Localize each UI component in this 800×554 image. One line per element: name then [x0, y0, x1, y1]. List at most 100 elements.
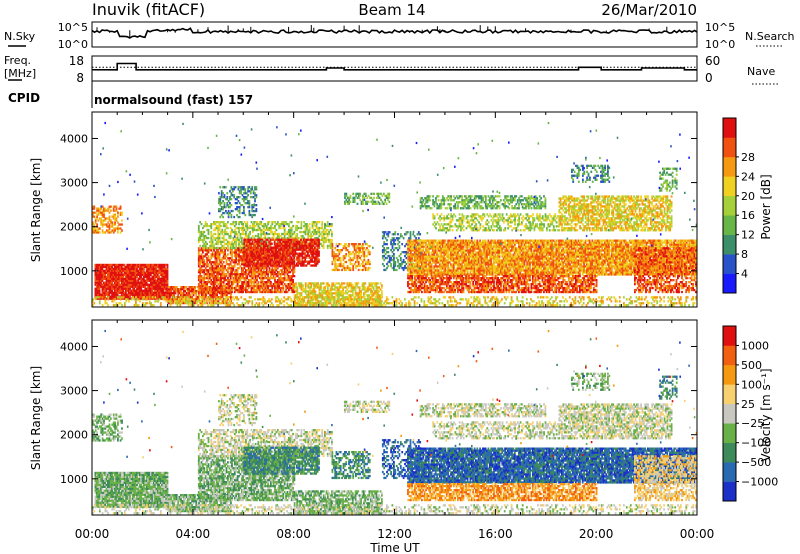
echo-cell [315, 232, 318, 236]
echo-cell [171, 286, 174, 289]
echo-cell [231, 273, 233, 276]
echo-cell [268, 240, 270, 243]
echo-cell [147, 293, 149, 296]
echo-cell [227, 249, 229, 252]
echo-cell [247, 286, 250, 290]
echo-cell [210, 240, 213, 244]
echo-cell [260, 244, 263, 248]
echo-cell [262, 246, 265, 249]
echo-cell [132, 277, 134, 280]
echo-cell [271, 284, 274, 288]
echo-cell [289, 244, 291, 247]
echo-cell [288, 230, 290, 234]
echo-cell [300, 288, 303, 291]
echo-cell [150, 285, 152, 288]
echo-cell [120, 291, 123, 294]
echo-cell [107, 217, 110, 220]
echo-cell [270, 283, 272, 286]
echo-cell [222, 230, 225, 234]
echo-cell [150, 277, 152, 280]
echo-cell [101, 279, 104, 282]
echo-cell [247, 262, 250, 265]
echo-cell [207, 279, 210, 282]
echo-cell [118, 285, 120, 288]
echo-cell [331, 298, 333, 301]
echo-cell [269, 252, 272, 255]
echo-cell [251, 188, 254, 191]
echo-cell [213, 271, 215, 274]
echo-cell [215, 265, 218, 268]
echo-cell [236, 238, 239, 242]
echo-cell [264, 284, 267, 288]
echo-cell [359, 243, 361, 246]
echo-cell [113, 293, 116, 296]
echo-cell [220, 251, 222, 254]
echo-cell [126, 263, 129, 267]
echo-cell [119, 289, 122, 292]
echo-cell [260, 279, 263, 282]
echo-cell [218, 259, 221, 262]
echo-cell [302, 284, 304, 287]
echo-cell [276, 267, 279, 270]
echo-cell [138, 293, 141, 296]
echo-cell [199, 236, 202, 240]
echo-cell [202, 255, 204, 258]
echo-cell [271, 232, 274, 236]
echo-cell [268, 260, 270, 263]
echo-cell [165, 295, 167, 298]
echo-cell [98, 267, 101, 270]
echo-cell [290, 238, 293, 241]
echo-cell [318, 246, 320, 249]
echo-cell [288, 279, 290, 282]
echo-cell [143, 269, 145, 272]
echo-cell [114, 227, 116, 230]
echo-cell [163, 287, 166, 290]
echo-cell [247, 271, 250, 274]
echo-cell [120, 287, 123, 290]
echo-cell [267, 223, 269, 226]
echo-cell [322, 288, 325, 291]
echo-cell [247, 260, 250, 263]
echo-cell [218, 232, 221, 236]
echo-cell [326, 224, 329, 228]
echo-cell [315, 264, 318, 267]
echo-cell [325, 296, 328, 299]
echo-cell [214, 294, 217, 297]
echo-cell [217, 271, 220, 274]
echo-cell [296, 292, 299, 295]
echo-cell [220, 221, 222, 224]
echo-cell [311, 240, 313, 243]
echo-cell [225, 232, 228, 236]
echo-cell [113, 283, 116, 286]
echo-cell [221, 240, 224, 244]
echo-cell [151, 293, 154, 296]
echo-cell [243, 256, 246, 259]
echo-cell [156, 277, 159, 280]
echo-cell [98, 285, 101, 288]
echo-cell [286, 258, 288, 261]
echo-cell [285, 288, 287, 292]
echo-cell [271, 246, 273, 249]
echo-cell [274, 230, 276, 234]
echo-cell [291, 264, 294, 267]
echo-cell [218, 226, 221, 230]
echo-cell [223, 202, 226, 205]
echo-cell [134, 275, 137, 278]
echo-cell [301, 264, 304, 267]
echo-cell [132, 289, 134, 292]
echo-cell [251, 288, 254, 292]
echo-cell [240, 286, 243, 290]
echo-cell [316, 246, 319, 249]
echo-cell [304, 256, 307, 259]
echo-cell [303, 242, 305, 246]
echo-cell [154, 263, 156, 267]
echo-cell [125, 271, 127, 274]
echo-cell [342, 290, 344, 293]
echo-cell [300, 286, 303, 289]
echo-cell [163, 277, 166, 280]
echo-cell [148, 265, 151, 269]
echo-cell [307, 286, 310, 289]
echo-cell [181, 292, 184, 295]
echo-cell [247, 273, 250, 276]
echo-cell [224, 255, 226, 258]
